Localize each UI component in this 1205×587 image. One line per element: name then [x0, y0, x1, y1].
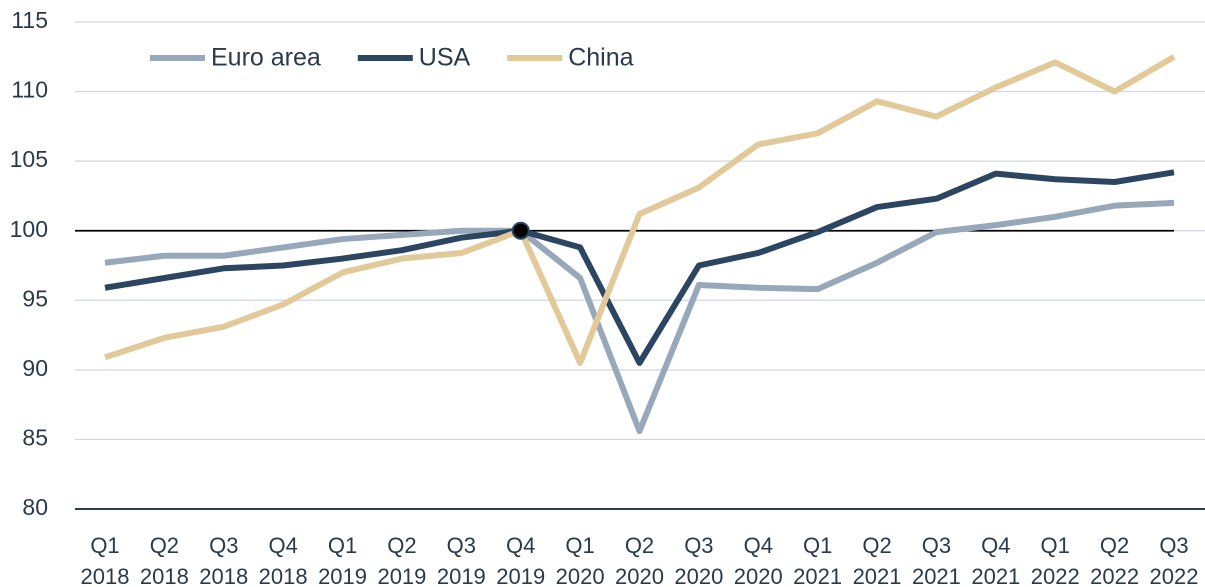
y-tick-label: 80: [22, 494, 48, 520]
legend-label: Euro area: [211, 44, 321, 72]
x-tick-label: Q1 2022: [1030, 533, 1080, 587]
x-tick-label: Q3 2019: [436, 533, 486, 587]
x-tick-label: Q3 2021: [911, 533, 961, 587]
x-tick-label: Q3 2020: [674, 533, 724, 587]
y-tick-label: 105: [10, 146, 48, 172]
x-tick-label: Q4 2018: [258, 533, 308, 587]
x-tick-label: Q1 2021: [793, 533, 843, 587]
legend-label: USA: [419, 44, 471, 72]
x-tick-label: Q1 2019: [318, 533, 368, 587]
x-tick-label: Q3 2022: [1149, 533, 1199, 587]
series-line: [104, 54, 1176, 366]
x-tick-label: Q4 2020: [733, 533, 783, 587]
y-tick-label: 95: [22, 285, 48, 311]
x-tick-label: Q4 2019: [496, 533, 546, 587]
x-tick-label: Q4 2021: [971, 533, 1021, 587]
x-tick-label: Q1 2018: [80, 533, 130, 587]
x-tick-label: Q3 2018: [199, 533, 249, 587]
legend: Euro area USA China: [150, 44, 634, 72]
y-tick-label: 85: [22, 425, 48, 451]
y-tick-label: 110: [11, 77, 48, 103]
base-marker: [511, 221, 530, 240]
series-line: [104, 199, 1175, 435]
y-tick-label: 100: [10, 216, 48, 242]
y-tick-label: 115: [11, 7, 48, 33]
x-tick-label: Q2 2022: [1090, 533, 1140, 587]
x-tick-label: Q2 2021: [852, 533, 902, 587]
x-tick-label: Q1 2020: [555, 533, 605, 587]
legend-label: China: [568, 44, 633, 72]
series-line: [104, 169, 1175, 366]
x-tick-label: Q2 2020: [615, 533, 664, 587]
x-tick-label: Q2 2019: [377, 533, 427, 587]
y-tick-label: 90: [22, 355, 48, 381]
x-tick-label: Q2 2018: [139, 533, 189, 587]
